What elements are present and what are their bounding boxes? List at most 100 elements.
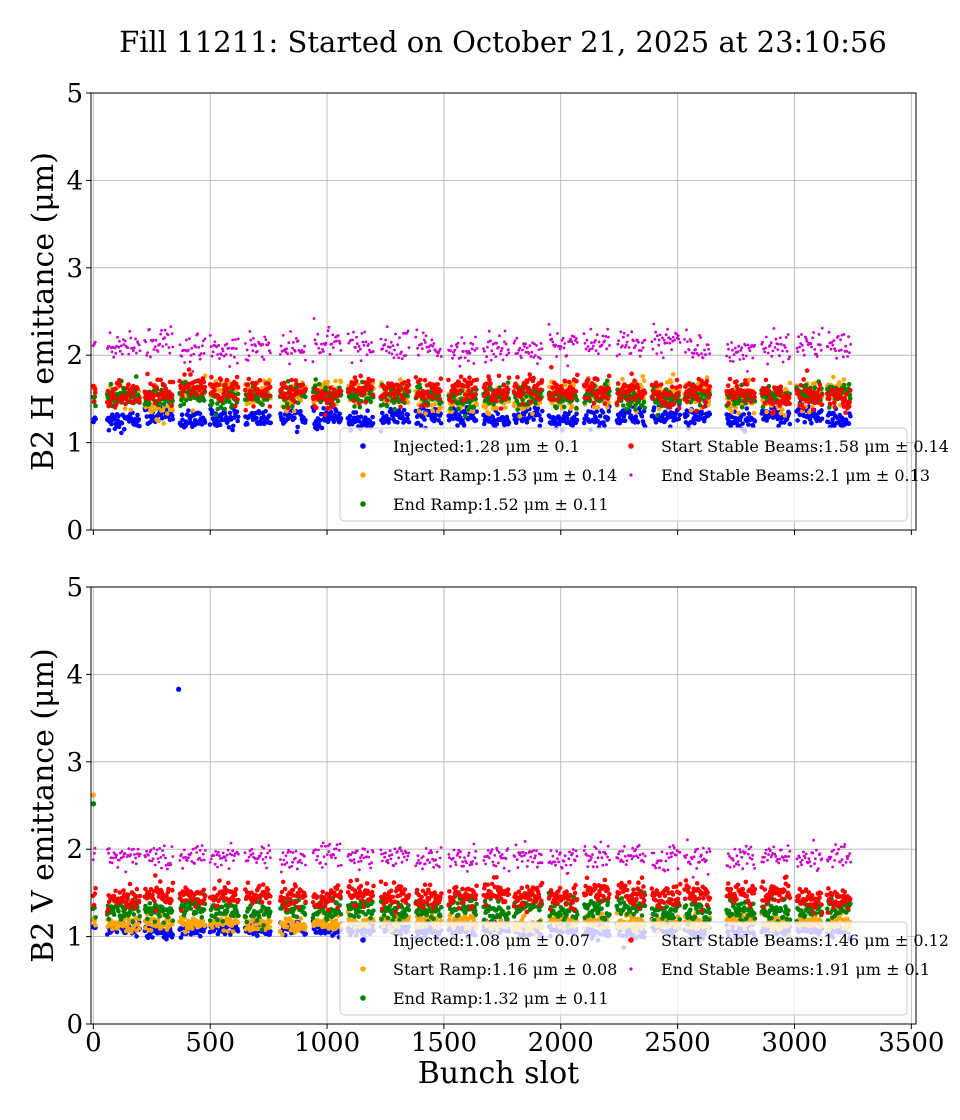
data-point: [406, 329, 410, 333]
data-point: [777, 342, 780, 346]
data-point: [607, 335, 610, 339]
data-point: [582, 332, 586, 335]
legend-label-start_ramp: Start Ramp:1.53 μm ± 0.14: [393, 466, 617, 485]
data-point: [658, 382, 664, 387]
data-point: [608, 344, 611, 347]
data-point: [535, 344, 538, 347]
data-point: [585, 338, 589, 342]
data-point: [451, 356, 454, 360]
data-point: [404, 354, 408, 357]
data-point: [621, 344, 624, 348]
data-point: [131, 392, 137, 398]
data-point: [167, 389, 172, 395]
data-point: [353, 410, 359, 415]
data-point: [641, 399, 647, 405]
data-point: [138, 349, 142, 353]
data-point: [642, 390, 648, 396]
data-point: [619, 330, 623, 334]
data-point: [629, 351, 633, 355]
data-point: [558, 347, 562, 351]
data-point: [114, 351, 118, 355]
data-point: [294, 337, 298, 340]
data-point: [809, 420, 814, 426]
data-point: [539, 378, 545, 383]
data-point: [531, 417, 536, 422]
data-point: [548, 333, 552, 336]
data-point: [454, 391, 460, 397]
data-point: [225, 342, 229, 346]
data-point: [326, 397, 331, 402]
data-point: [399, 393, 404, 398]
data-point: [605, 378, 610, 384]
data-point: [772, 327, 776, 330]
data-point: [472, 362, 476, 365]
data-point: [116, 336, 119, 339]
data-point: [158, 342, 162, 346]
data-point: [570, 340, 574, 344]
data-point: [337, 411, 343, 417]
data-point: [93, 403, 98, 409]
data-point: [161, 345, 165, 348]
data-point: [807, 417, 813, 422]
data-point: [165, 411, 170, 416]
data-point: [554, 343, 557, 347]
data-point: [655, 352, 659, 355]
data-point: [827, 401, 833, 407]
data-point: [288, 362, 291, 366]
data-point: [171, 345, 175, 349]
data-point: [826, 345, 830, 349]
data-point: [764, 418, 769, 423]
data-point: [188, 360, 192, 364]
data-point: [574, 411, 579, 417]
data-point: [210, 400, 215, 406]
data-point: [191, 370, 195, 373]
data-point: [161, 421, 166, 426]
data-point: [606, 373, 612, 379]
data-point: [268, 420, 274, 426]
data-point: [124, 397, 129, 402]
data-point: [449, 399, 455, 405]
data-point: [392, 396, 398, 401]
data-point: [812, 412, 818, 418]
data-point: [123, 339, 127, 343]
data-point: [725, 383, 731, 388]
data-point: [506, 375, 512, 381]
data-point: [832, 339, 836, 342]
data-point: [439, 355, 443, 358]
data-point: [632, 378, 637, 384]
data-point: [358, 373, 363, 379]
data-point: [380, 402, 386, 407]
data-point: [621, 403, 626, 408]
data-point: [110, 350, 114, 354]
data-point: [574, 398, 580, 403]
data-point: [831, 374, 836, 380]
data-point: [574, 417, 580, 423]
data-point: [588, 347, 592, 351]
data-point: [235, 929, 241, 934]
data-point: [384, 338, 388, 342]
data-point: [819, 348, 823, 352]
data-point: [407, 346, 411, 349]
data-point: [826, 420, 831, 425]
data-point: [741, 412, 746, 417]
data-point: [473, 392, 479, 397]
data-point: [530, 392, 535, 397]
data-point: [386, 417, 392, 422]
data-point: [841, 377, 847, 382]
data-point: [213, 412, 218, 418]
data-point: [499, 349, 503, 353]
data-point: [390, 352, 394, 356]
data-point: [827, 396, 832, 402]
data-point: [685, 399, 690, 405]
data-point: [260, 355, 264, 359]
data-point: [163, 328, 167, 332]
y-tick-label: 1: [66, 429, 83, 459]
data-point: [764, 346, 767, 350]
data-point: [267, 404, 273, 409]
data-point: [602, 423, 607, 428]
data-point: [164, 343, 168, 346]
data-point: [248, 330, 252, 333]
data-point: [605, 396, 611, 401]
data-point: [331, 387, 337, 393]
data-point: [762, 400, 768, 406]
